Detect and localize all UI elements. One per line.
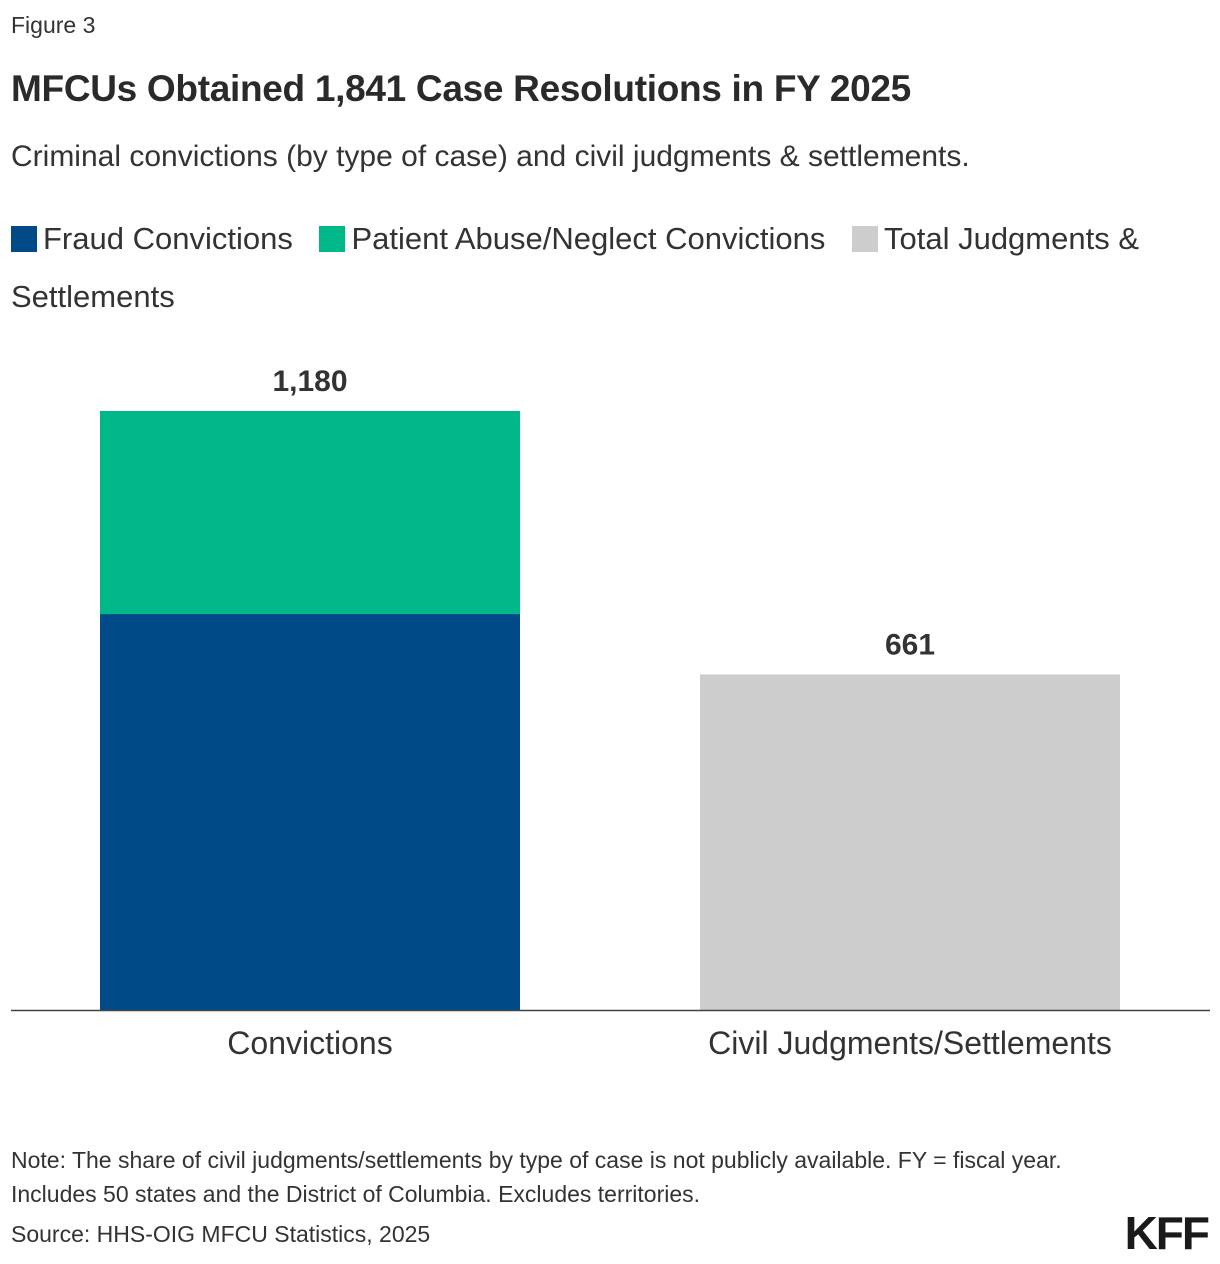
legend: Fraud Convictions Patient Abuse/Neglect … bbox=[11, 210, 1211, 326]
kff-logo: KFF bbox=[1124, 1207, 1210, 1259]
legend-label-fraud: Fraud Convictions bbox=[43, 221, 293, 256]
x-tick-label-1: Civil Judgments/Settlements bbox=[708, 1025, 1112, 1061]
legend-label-settlements: Total Judgments & Settlements bbox=[11, 221, 1140, 314]
bar-chart: 1,180 Convictions 661 Civil Judgments/Settl… bbox=[11, 365, 1210, 1061]
bar-0-series-1 bbox=[100, 411, 520, 615]
legend-item-settlements: Total Judgments & Settlements bbox=[11, 221, 1139, 314]
legend-item-fraud: Fraud Convictions bbox=[11, 221, 293, 256]
legend-swatch-settlements bbox=[851, 226, 878, 252]
chart-subtitle: Criminal convictions (by type of case) a… bbox=[11, 140, 970, 173]
legend-swatch-abuse bbox=[319, 226, 346, 252]
data-label-0: 1,180 bbox=[272, 365, 347, 398]
chart-note: Note: The share of civil judgments/settl… bbox=[11, 1147, 1062, 1207]
legend-swatch-fraud bbox=[11, 226, 37, 252]
bar-0-series-0 bbox=[100, 614, 520, 1010]
figure-label: Figure 3 bbox=[11, 12, 96, 38]
data-label-1: 661 bbox=[885, 628, 935, 661]
legend-label-abuse: Patient Abuse/Neglect Convictions bbox=[351, 221, 826, 256]
legend-item-abuse: Patient Abuse/Neglect Convictions bbox=[319, 221, 825, 256]
bar-1-series-2 bbox=[700, 674, 1120, 1010]
chart-title: MFCUs Obtained 1,841 Case Resolutions in… bbox=[11, 68, 911, 109]
x-tick-label-0: Convictions bbox=[227, 1025, 392, 1061]
chart-source: Source: HHS-OIG MFCU Statistics, 2025 bbox=[11, 1221, 431, 1247]
